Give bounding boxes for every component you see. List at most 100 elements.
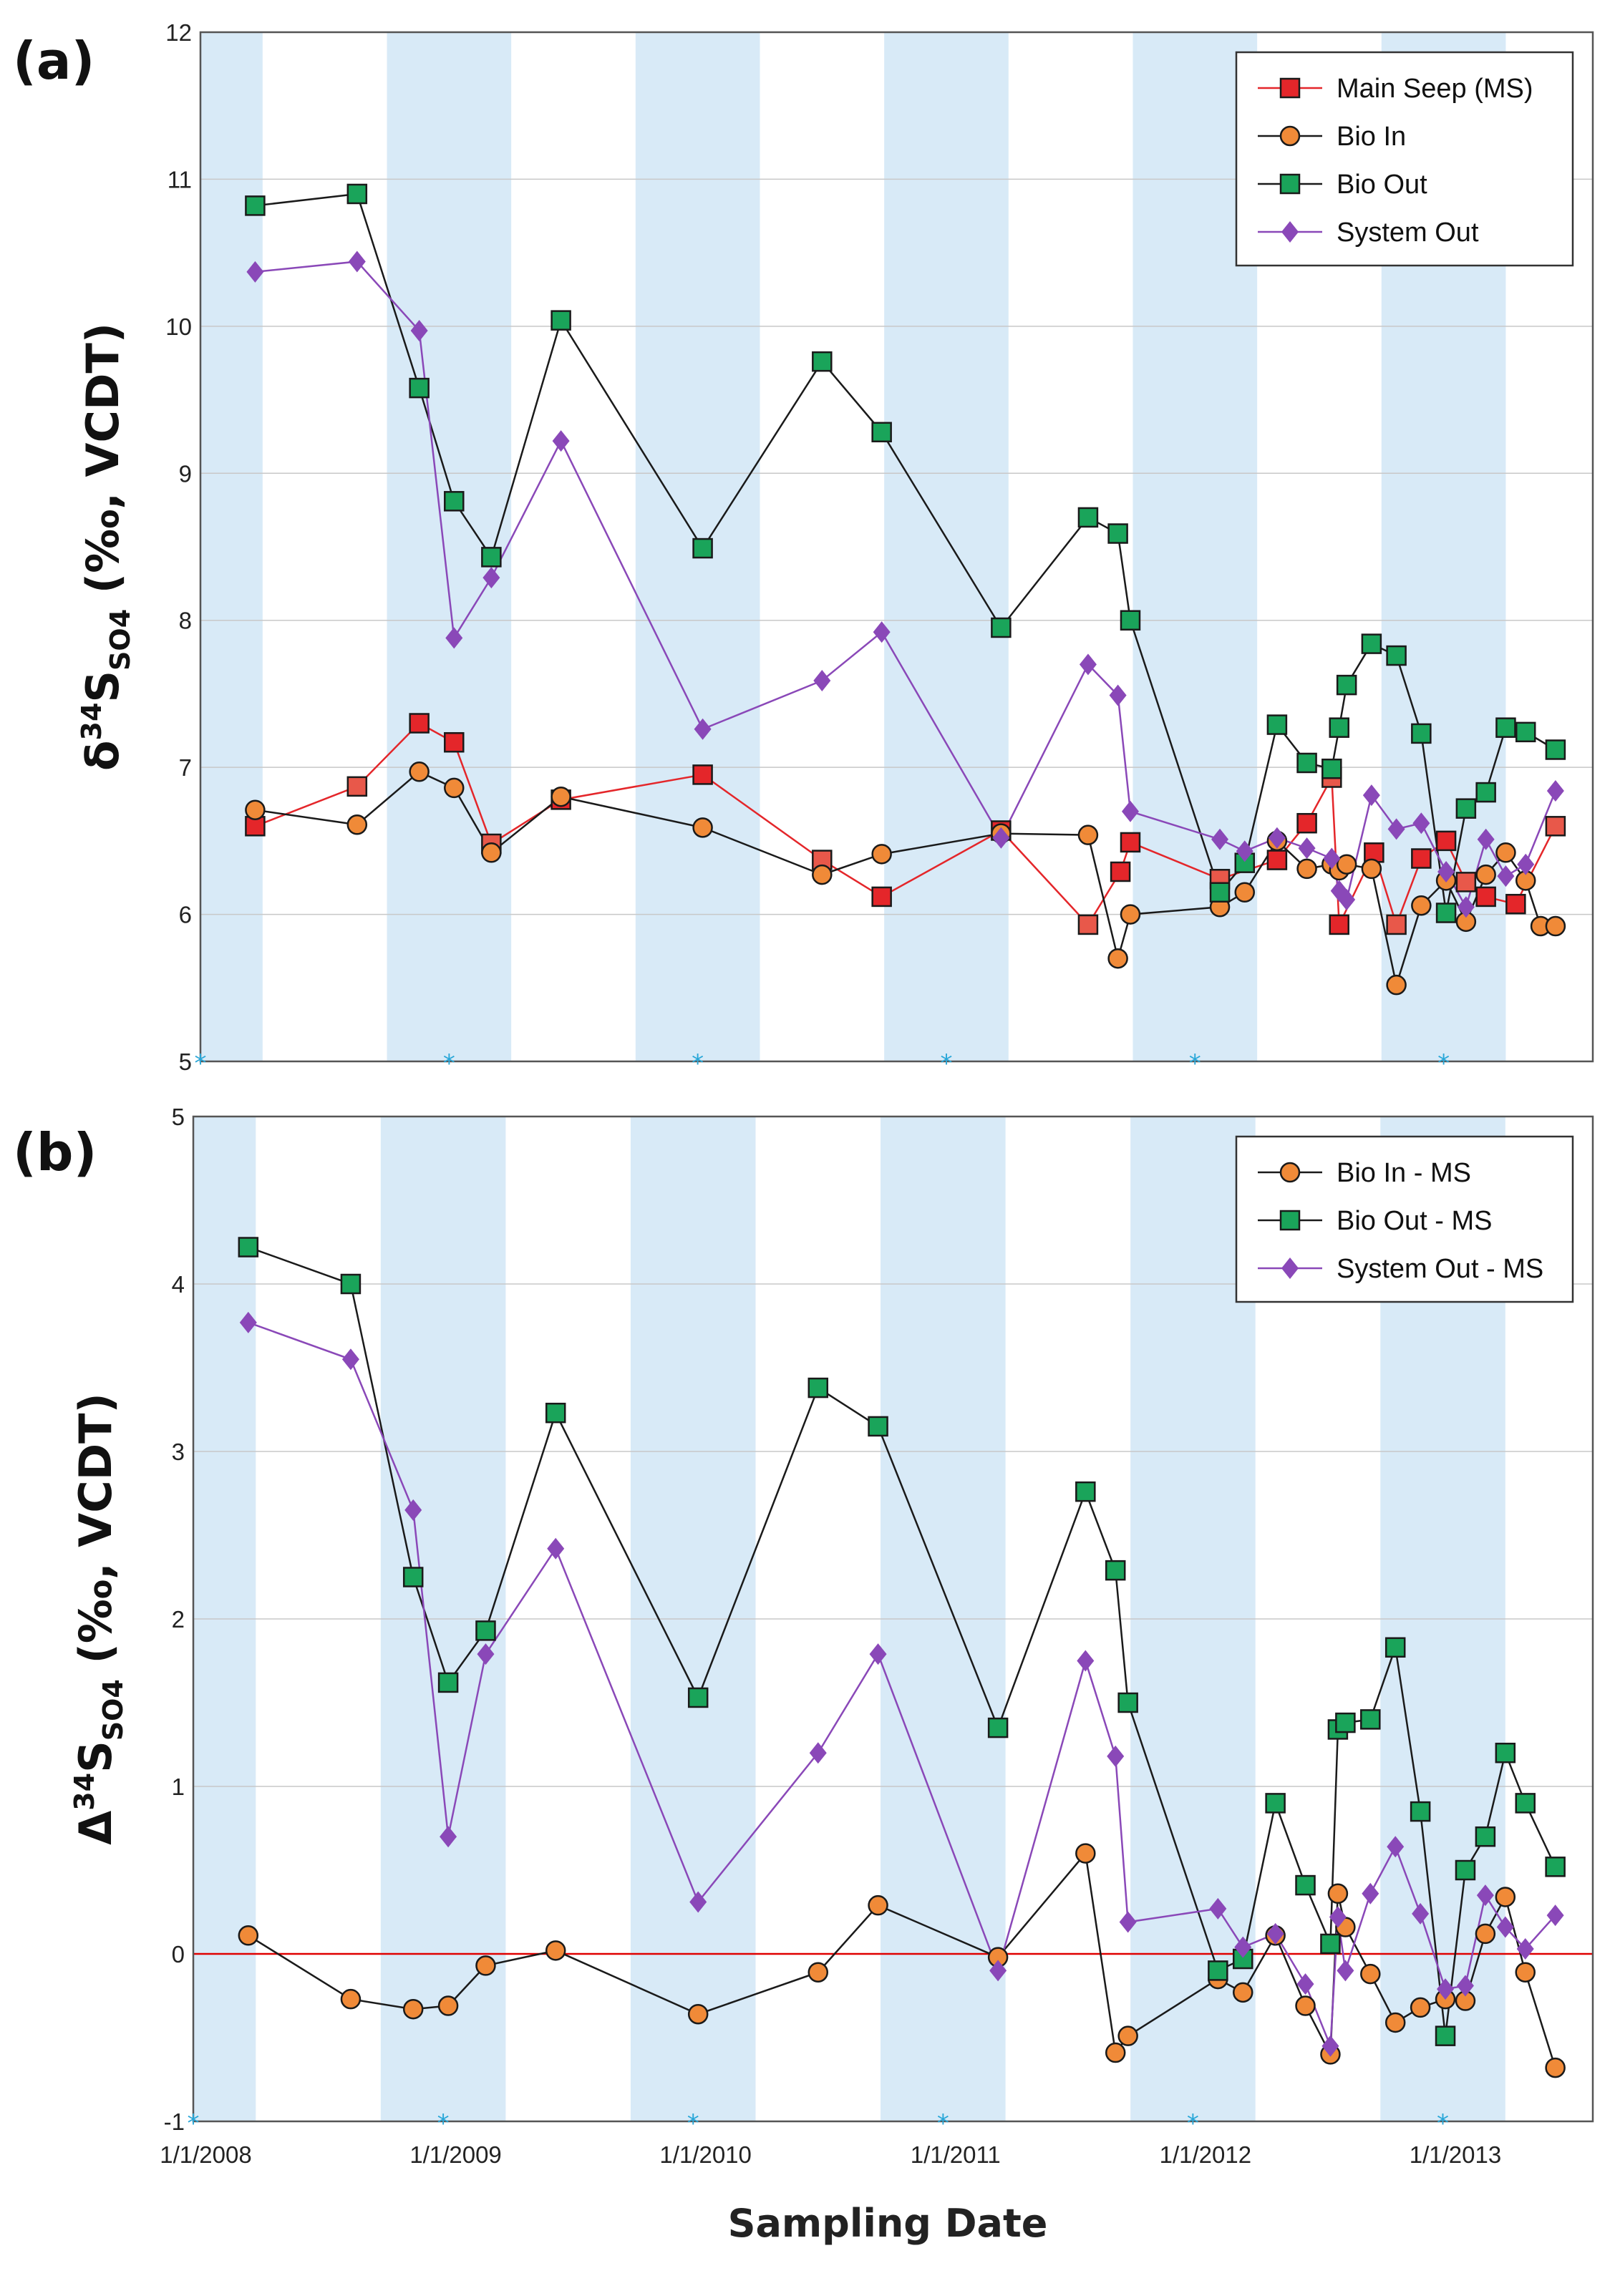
panel-b-y-tick-label: 3 <box>172 1439 185 1465</box>
panel-b-legend-label-bio-out-ms: Bio Out - MS <box>1337 1206 1493 1236</box>
panel-b-point-bio-out-ms <box>1105 1560 1126 1581</box>
panel-b-point-system-out-ms <box>440 1826 457 1848</box>
panel-b-point-bio-out-ms <box>1475 1826 1496 1847</box>
panel-a-point-bio-out <box>991 617 1012 638</box>
panel-b-point-bio-out-ms <box>1075 1481 1096 1502</box>
panel-b-point-system-out-ms <box>1546 1905 1564 1927</box>
panel-b-point-bio-in-ms <box>1475 1923 1496 1945</box>
panel-b-star-marker: * <box>188 2109 200 2138</box>
panel-b-point-bio-out-ms <box>1435 2025 1456 2046</box>
panel-a-point-system-out <box>1387 818 1405 840</box>
panel-a-point-bio-out <box>1321 758 1342 779</box>
panel-a-point-main-seep-ms <box>1386 914 1407 935</box>
panel-a-point-bio-in <box>812 864 833 885</box>
panel-a-point-bio-in <box>444 777 465 799</box>
panel-a-shaded-band <box>200 32 263 1061</box>
panel-b-point-bio-in-ms <box>1545 2057 1566 2078</box>
panel-b-point-system-out-ms <box>1476 1884 1494 1907</box>
panel-a-point-bio-in <box>1107 948 1128 969</box>
panel-b-point-system-out-ms <box>1119 1911 1137 1933</box>
panel-a-point-system-out <box>1437 860 1455 882</box>
panel-a-point-bio-in <box>1336 854 1357 875</box>
panel-b-point-bio-out-ms <box>1320 1933 1341 1955</box>
panel-a-point-system-out <box>445 627 463 649</box>
panel-a-point-bio-out <box>551 310 571 331</box>
panel-a-point-system-out <box>873 621 891 643</box>
panel-b-plot-frame <box>192 1115 1594 2123</box>
panel-a-point-main-seep-ms <box>1411 848 1432 869</box>
panel-b-point-bio-in-ms <box>868 1894 888 1916</box>
panel-a-legend-marker-main-seep-ms <box>1279 77 1301 99</box>
panel-b-point-bio-out-ms <box>1545 1857 1566 1877</box>
panel-b-legend-marker-bio-in-ms <box>1279 1162 1301 1183</box>
panel-a-y-axis-label: δ34SSO4 (‰, VCDT) <box>76 323 136 771</box>
panel-a-point-bio-out <box>871 422 892 443</box>
panel-b-point-bio-out-ms <box>437 1672 459 1693</box>
panel-b-y-tick-label: 2 <box>172 1606 185 1633</box>
panel-b-point-system-out-ms <box>1496 1916 1514 1938</box>
panel-a-point-bio-out <box>1435 903 1457 923</box>
panel-b-point-bio-in-ms <box>1410 1997 1431 2018</box>
panel-b-point-system-out-ms <box>689 1891 707 1913</box>
panel-a-legend-marker-bio-out <box>1279 173 1301 195</box>
panel-b-point-bio-in-ms <box>1117 2025 1138 2046</box>
panel-a-point-main-seep-ms <box>1077 914 1099 935</box>
panel-a-point-system-out <box>813 669 831 691</box>
panel-a-legend-label-system-out: System Out <box>1337 218 1479 248</box>
panel-a-point-main-seep-ms <box>1505 893 1526 915</box>
panel-a-point-bio-out <box>1266 714 1288 735</box>
panel-b-point-bio-in-ms <box>475 1955 496 1976</box>
x-tick-label: 1/1/2009 <box>409 2141 501 2168</box>
panel-b-point-system-out-ms <box>1321 2035 1339 2057</box>
panel-a-point-main-seep-ms <box>1296 812 1317 834</box>
panel-b-point-bio-out-ms <box>1208 1960 1228 1981</box>
panel-a-point-system-out <box>1323 847 1341 870</box>
panel-b-legend-marker-bio-out-ms <box>1279 1210 1301 1231</box>
panel-a-legend-label-main-seep-ms: Main Seep (MS) <box>1337 74 1533 104</box>
x-tick-label: 1/1/2008 <box>160 2141 251 2168</box>
panel-b-point-system-out-ms <box>869 1643 887 1665</box>
panel-a-point-bio-in <box>1361 858 1382 880</box>
panel-a-point-bio-in <box>1077 824 1099 845</box>
panel-a-point-bio-in <box>346 814 368 835</box>
panel-b-point-bio-out-ms <box>1495 1742 1516 1764</box>
panel-b-point-system-out-ms <box>404 1499 422 1521</box>
panel-b-point-system-out-ms <box>989 1960 1007 1982</box>
panel-a-point-bio-out <box>1107 523 1128 544</box>
panel-a-legend-marker-system-out <box>1281 221 1299 243</box>
panel-b-star-marker: * <box>687 2109 699 2138</box>
panel-a-point-main-seep-ms <box>1266 850 1288 870</box>
panel-a-point-bio-out <box>346 183 368 205</box>
panel-a-star-marker: * <box>195 1049 207 1078</box>
panel-a-point-system-out <box>992 827 1010 849</box>
panel-a-point-system-out <box>1362 784 1380 807</box>
panel-b-point-bio-out-ms <box>1360 1709 1381 1730</box>
panel-a-point-system-out <box>1546 780 1564 802</box>
panel-a-point-bio-out <box>1120 610 1141 631</box>
panel-b-point-bio-in-ms <box>238 1925 259 1946</box>
panel-b-point-system-out-ms <box>1107 1745 1125 1767</box>
panel-b-point-bio-in-ms <box>1384 2012 1406 2033</box>
panel-a-legend-label-bio-in: Bio In <box>1337 122 1406 152</box>
panel-a-point-bio-out <box>444 491 465 512</box>
panel-a-point-bio-in <box>481 842 502 863</box>
panel-a-point-bio-in <box>245 799 266 820</box>
panel-b-star-marker: * <box>937 2109 949 2138</box>
panel-a-shaded-band <box>884 32 1009 1061</box>
panel-a-point-bio-in <box>871 844 892 865</box>
panel-b-point-system-out-ms <box>1209 1897 1227 1920</box>
panel-a-point-bio-out <box>692 537 713 559</box>
panel-a-point-bio-out <box>1455 798 1477 819</box>
panel-a-point-bio-out <box>812 351 833 372</box>
panel-a-point-bio-out <box>1209 882 1231 903</box>
panel-b-legend-label-bio-in-ms: Bio In - MS <box>1337 1158 1471 1188</box>
panel-a-y-tick-label: 12 <box>165 19 192 46</box>
panel-a-point-main-seep-ms <box>409 713 430 734</box>
panel-b-point-bio-in-ms <box>1233 1982 1253 2003</box>
panel-b-point-bio-out-ms <box>402 1567 424 1587</box>
x-tick-label: 1/1/2010 <box>659 2141 751 2168</box>
panel-b-point-bio-out-ms <box>1335 1712 1356 1733</box>
panel-b-point-system-out-ms <box>1362 1882 1379 1905</box>
panel-a-point-main-seep-ms <box>1364 842 1384 863</box>
panel-a-point-bio-out <box>481 547 502 568</box>
